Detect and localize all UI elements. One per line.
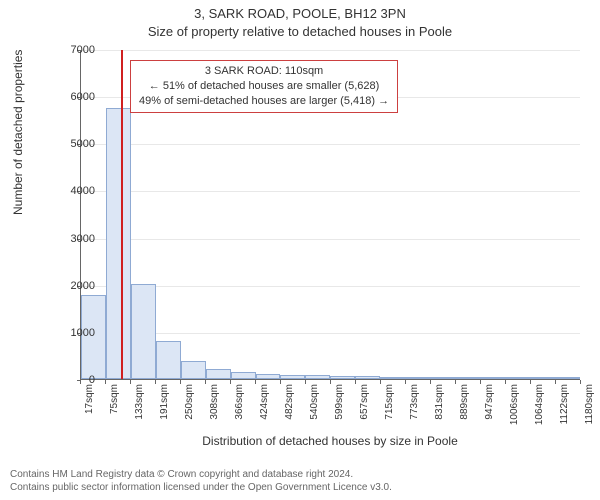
x-tick-label: 366sqm <box>234 384 245 428</box>
x-tick-mark <box>155 380 156 384</box>
property-size-chart: 3, SARK ROAD, POOLE, BH12 3PN Size of pr… <box>0 0 600 500</box>
x-tick-label: 1180sqm <box>584 384 595 428</box>
y-gridline <box>81 50 580 51</box>
x-tick-mark <box>405 380 406 384</box>
y-gridline <box>81 191 580 192</box>
chart-subtitle: Size of property relative to detached ho… <box>0 24 600 39</box>
histogram-bar <box>505 377 530 379</box>
x-tick-mark <box>555 380 556 384</box>
x-tick-label: 889sqm <box>459 384 470 428</box>
annotation-box: 3 SARK ROAD: 110sqm ← 51% of detached ho… <box>130 60 398 113</box>
histogram-bar <box>106 108 131 379</box>
histogram-bar <box>355 376 380 379</box>
x-tick-mark <box>430 380 431 384</box>
x-tick-label: 1122sqm <box>559 384 570 428</box>
x-tick-label: 599sqm <box>334 384 345 428</box>
x-tick-label: 1006sqm <box>509 384 520 428</box>
annotation-line-1: 3 SARK ROAD: 110sqm <box>139 64 389 79</box>
histogram-bar <box>305 375 330 379</box>
histogram-bar <box>480 377 505 379</box>
x-tick-label: 250sqm <box>184 384 195 428</box>
chart-address-title: 3, SARK ROAD, POOLE, BH12 3PN <box>0 6 600 21</box>
y-gridline <box>81 239 580 240</box>
x-tick-label: 657sqm <box>359 384 370 428</box>
x-tick-mark <box>180 380 181 384</box>
x-tick-mark <box>580 380 581 384</box>
x-tick-mark <box>80 380 81 384</box>
histogram-bar <box>555 377 580 379</box>
y-tick-label: 6000 <box>45 91 95 103</box>
x-tick-label: 133sqm <box>134 384 145 428</box>
x-tick-label: 17sqm <box>84 384 95 428</box>
x-tick-mark <box>355 380 356 384</box>
histogram-bar <box>231 372 256 379</box>
histogram-bar <box>181 361 206 379</box>
y-tick-label: 1000 <box>45 327 95 339</box>
x-tick-mark <box>305 380 306 384</box>
x-tick-mark <box>255 380 256 384</box>
annotation-line-3: 49% of semi-detached houses are larger (… <box>139 94 389 109</box>
x-axis-label: Distribution of detached houses by size … <box>80 434 580 448</box>
x-tick-mark <box>230 380 231 384</box>
histogram-bar <box>156 341 181 379</box>
x-tick-mark <box>280 380 281 384</box>
x-tick-mark <box>205 380 206 384</box>
footer-attributions: Contains HM Land Registry data © Crown c… <box>10 468 392 494</box>
x-tick-mark <box>330 380 331 384</box>
x-tick-label: 1064sqm <box>534 384 545 428</box>
y-tick-label: 7000 <box>45 44 95 56</box>
x-tick-mark <box>480 380 481 384</box>
histogram-bar <box>455 377 480 379</box>
footer-line-1: Contains HM Land Registry data © Crown c… <box>10 468 392 481</box>
y-gridline <box>81 144 580 145</box>
histogram-bar <box>280 375 305 379</box>
x-tick-label: 75sqm <box>109 384 120 428</box>
x-tick-label: 947sqm <box>484 384 495 428</box>
histogram-bar <box>430 377 455 379</box>
y-tick-label: 5000 <box>45 138 95 150</box>
x-tick-label: 715sqm <box>384 384 395 428</box>
y-tick-label: 2000 <box>45 280 95 292</box>
x-tick-mark <box>130 380 131 384</box>
histogram-bar <box>206 369 231 379</box>
histogram-bar <box>380 377 405 379</box>
y-gridline <box>81 286 580 287</box>
x-tick-mark <box>455 380 456 384</box>
histogram-bar <box>330 376 355 379</box>
histogram-bar <box>405 377 430 379</box>
x-tick-label: 540sqm <box>309 384 320 428</box>
x-tick-mark <box>105 380 106 384</box>
x-tick-label: 482sqm <box>284 384 295 428</box>
x-tick-label: 424sqm <box>259 384 270 428</box>
y-gridline <box>81 333 580 334</box>
x-tick-mark <box>380 380 381 384</box>
histogram-bar <box>256 374 281 379</box>
y-tick-label: 3000 <box>45 233 95 245</box>
x-tick-label: 191sqm <box>159 384 170 428</box>
y-axis-label: Number of detached properties <box>11 50 25 215</box>
y-tick-label: 4000 <box>45 185 95 197</box>
histogram-bar <box>131 284 156 379</box>
x-tick-label: 773sqm <box>409 384 420 428</box>
x-tick-mark <box>530 380 531 384</box>
footer-line-2: Contains public sector information licen… <box>10 481 392 494</box>
property-marker-line <box>121 50 123 379</box>
annotation-line-2: ← 51% of detached houses are smaller (5,… <box>139 79 389 94</box>
histogram-bar <box>530 377 555 379</box>
x-tick-label: 308sqm <box>209 384 220 428</box>
x-tick-label: 831sqm <box>434 384 445 428</box>
x-tick-mark <box>505 380 506 384</box>
